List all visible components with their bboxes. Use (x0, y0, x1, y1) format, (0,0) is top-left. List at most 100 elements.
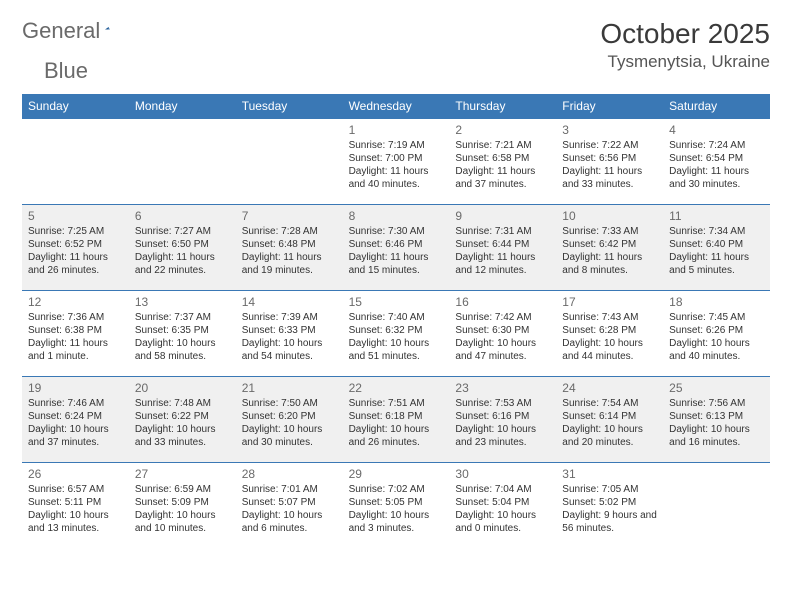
day-number: 16 (455, 295, 550, 309)
day-info: Sunrise: 7:19 AMSunset: 7:00 PMDaylight:… (349, 139, 444, 191)
sunrise-text: Sunrise: 7:50 AM (242, 397, 337, 410)
day-number: 22 (349, 381, 444, 395)
day-cell: 7Sunrise: 7:28 AMSunset: 6:48 PMDaylight… (236, 204, 343, 290)
day-number: 30 (455, 467, 550, 481)
day-info: Sunrise: 7:50 AMSunset: 6:20 PMDaylight:… (242, 397, 337, 449)
sunset-text: Sunset: 5:02 PM (562, 496, 657, 509)
sunrise-text: Sunrise: 7:51 AM (349, 397, 444, 410)
day-info: Sunrise: 7:27 AMSunset: 6:50 PMDaylight:… (135, 225, 230, 277)
sunset-text: Sunset: 6:16 PM (455, 410, 550, 423)
day-cell: 2 Sunrise: 7:21 AMSunset: 6:58 PMDaylight… (449, 118, 556, 204)
daylight-text: Daylight: 10 hours and 33 minutes. (135, 423, 230, 449)
day-number: 8 (349, 209, 444, 223)
day-info: Sunrise: 7:04 AMSunset: 5:04 PMDaylight:… (455, 483, 550, 535)
day-info: Sunrise: 7:53 AMSunset: 6:16 PMDaylight:… (455, 397, 550, 449)
day-number: 18 (669, 295, 764, 309)
day-info: Sunrise: 7:33 AMSunset: 6:42 PMDaylight:… (562, 225, 657, 277)
day-cell: 12Sunrise: 7:36 AMSunset: 6:38 PMDayligh… (22, 290, 129, 376)
sunrise-text: Sunrise: 7:37 AM (135, 311, 230, 324)
day-cell: 13Sunrise: 7:37 AMSunset: 6:35 PMDayligh… (129, 290, 236, 376)
sunrise-text: Sunrise: 7:04 AM (455, 483, 550, 496)
sunrise-text: Sunrise: 7:25 AM (28, 225, 123, 238)
logo-text-gray: General (22, 18, 100, 44)
sunset-text: Sunset: 6:26 PM (669, 324, 764, 337)
sunrise-text: Sunrise: 7:40 AM (349, 311, 444, 324)
day-info: Sunrise: 7:37 AMSunset: 6:35 PMDaylight:… (135, 311, 230, 363)
logo-text-blue: Blue (44, 58, 88, 84)
day-cell: 28Sunrise: 7:01 AMSunset: 5:07 PMDayligh… (236, 462, 343, 548)
sunrise-text: Sunrise: 7:45 AM (669, 311, 764, 324)
day-number: 28 (242, 467, 337, 481)
daylight-text: Daylight: 10 hours and 16 minutes. (669, 423, 764, 449)
day-cell: 3 Sunrise: 7:22 AMSunset: 6:56 PMDaylight… (556, 118, 663, 204)
day-info: Sunrise: 7:28 AMSunset: 6:48 PMDaylight:… (242, 225, 337, 277)
sunrise-text: Sunrise: 7:24 AM (669, 139, 764, 152)
sunset-text: Sunset: 5:09 PM (135, 496, 230, 509)
sunrise-text: Sunrise: 7:02 AM (349, 483, 444, 496)
day-number: 1 (349, 123, 444, 137)
sunrise-text: Sunrise: 7:33 AM (562, 225, 657, 238)
day-cell: 1 Sunrise: 7:19 AMSunset: 7:00 PMDaylight… (343, 118, 450, 204)
logo-triangle-icon (105, 20, 110, 36)
location-text: Tysmenytsia, Ukraine (600, 52, 770, 72)
sunrise-text: Sunrise: 7:48 AM (135, 397, 230, 410)
day-cell: 18 Sunrise: 7:45 AMSunset: 6:26 PMDayligh… (663, 290, 770, 376)
day-cell: 30 Sunrise: 7:04 AMSunset: 5:04 PMDayligh… (449, 462, 556, 548)
daylight-text: Daylight: 10 hours and 51 minutes. (349, 337, 444, 363)
daylight-text: Daylight: 10 hours and 58 minutes. (135, 337, 230, 363)
sunset-text: Sunset: 5:05 PM (349, 496, 444, 509)
daylight-text: Daylight: 11 hours and 8 minutes. (562, 251, 657, 277)
daylight-text: Daylight: 10 hours and 40 minutes. (669, 337, 764, 363)
title-block: October 2025 Tysmenytsia, Ukraine (600, 18, 770, 72)
day-info: Sunrise: 7:48 AMSunset: 6:22 PMDaylight:… (135, 397, 230, 449)
daylight-text: Daylight: 10 hours and 30 minutes. (242, 423, 337, 449)
weekday-header-row: Sunday Monday Tuesday Wednesday Thursday… (22, 94, 770, 118)
sunset-text: Sunset: 6:44 PM (455, 238, 550, 251)
day-cell: 23Sunrise: 7:53 AMSunset: 6:16 PMDayligh… (449, 376, 556, 462)
day-info: Sunrise: 7:36 AMSunset: 6:38 PMDaylight:… (28, 311, 123, 363)
sunrise-text: Sunrise: 7:28 AM (242, 225, 337, 238)
day-cell: 19Sunrise: 7:46 AMSunset: 6:24 PMDayligh… (22, 376, 129, 462)
daylight-text: Daylight: 11 hours and 40 minutes. (349, 165, 444, 191)
day-info: Sunrise: 7:54 AMSunset: 6:14 PMDaylight:… (562, 397, 657, 449)
day-cell: 9Sunrise: 7:31 AMSunset: 6:44 PMDaylight… (449, 204, 556, 290)
weekday-header: Sunday (22, 94, 129, 118)
sunrise-text: Sunrise: 7:05 AM (562, 483, 657, 496)
day-info: Sunrise: 6:57 AMSunset: 5:11 PMDaylight:… (28, 483, 123, 535)
sunset-text: Sunset: 6:35 PM (135, 324, 230, 337)
sunset-text: Sunset: 6:38 PM (28, 324, 123, 337)
day-number: 3 (562, 123, 657, 137)
day-info: Sunrise: 7:56 AMSunset: 6:13 PMDaylight:… (669, 397, 764, 449)
daylight-text: Daylight: 11 hours and 5 minutes. (669, 251, 764, 277)
day-number: 9 (455, 209, 550, 223)
day-info: Sunrise: 7:42 AMSunset: 6:30 PMDaylight:… (455, 311, 550, 363)
day-cell: 21Sunrise: 7:50 AMSunset: 6:20 PMDayligh… (236, 376, 343, 462)
sunset-text: Sunset: 6:48 PM (242, 238, 337, 251)
sunrise-text: Sunrise: 7:43 AM (562, 311, 657, 324)
sunrise-text: Sunrise: 7:56 AM (669, 397, 764, 410)
weekday-header: Monday (129, 94, 236, 118)
weekday-header: Tuesday (236, 94, 343, 118)
day-number: 2 (455, 123, 550, 137)
sunset-text: Sunset: 6:46 PM (349, 238, 444, 251)
daylight-text: Daylight: 11 hours and 22 minutes. (135, 251, 230, 277)
day-info: Sunrise: 7:21 AMSunset: 6:58 PMDaylight:… (455, 139, 550, 191)
sunset-text: Sunset: 6:50 PM (135, 238, 230, 251)
sunrise-text: Sunrise: 7:53 AM (455, 397, 550, 410)
sunset-text: Sunset: 6:56 PM (562, 152, 657, 165)
weekday-header: Saturday (663, 94, 770, 118)
day-cell: 14Sunrise: 7:39 AMSunset: 6:33 PMDayligh… (236, 290, 343, 376)
day-info: Sunrise: 7:22 AMSunset: 6:56 PMDaylight:… (562, 139, 657, 191)
daylight-text: Daylight: 11 hours and 15 minutes. (349, 251, 444, 277)
sunset-text: Sunset: 6:58 PM (455, 152, 550, 165)
day-cell: 22Sunrise: 7:51 AMSunset: 6:18 PMDayligh… (343, 376, 450, 462)
day-cell (129, 118, 236, 204)
sunset-text: Sunset: 6:24 PM (28, 410, 123, 423)
day-number: 26 (28, 467, 123, 481)
day-cell: 6Sunrise: 7:27 AMSunset: 6:50 PMDaylight… (129, 204, 236, 290)
day-cell: 5Sunrise: 7:25 AMSunset: 6:52 PMDaylight… (22, 204, 129, 290)
sunset-text: Sunset: 5:04 PM (455, 496, 550, 509)
calendar-page: General October 2025 Tysmenytsia, Ukrain… (0, 0, 792, 566)
sunrise-text: Sunrise: 7:31 AM (455, 225, 550, 238)
day-number: 11 (669, 209, 764, 223)
